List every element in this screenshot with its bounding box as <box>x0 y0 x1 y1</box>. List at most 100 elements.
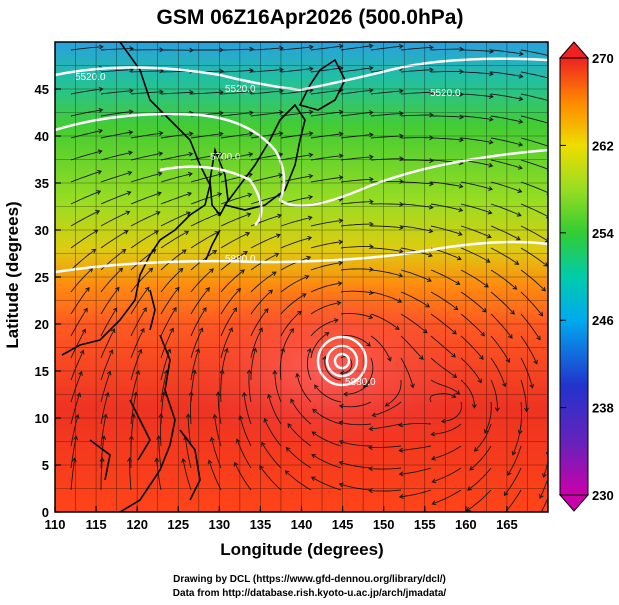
streamline <box>399 489 432 498</box>
x-axis-label: Longitude (degrees) <box>220 540 383 559</box>
streamline <box>130 192 162 205</box>
streamline <box>220 232 250 249</box>
colorbar-label: 238 <box>592 401 614 416</box>
streamline-arrowhead <box>178 267 184 273</box>
streamline-arrowhead <box>99 457 105 462</box>
streamline <box>310 45 343 51</box>
streamline <box>70 267 93 293</box>
streamline-arrowhead <box>398 422 404 428</box>
streamline <box>429 393 456 403</box>
streamline <box>490 269 517 290</box>
streamline-arrowhead <box>243 251 248 256</box>
streamline <box>400 269 432 282</box>
streamline <box>543 459 548 478</box>
streamline-arrowhead <box>398 447 404 453</box>
streamline-arrowhead <box>304 275 310 280</box>
streamline <box>310 319 338 337</box>
streamline-arrowhead <box>258 327 263 333</box>
streamline <box>400 357 414 388</box>
streamline <box>220 307 237 337</box>
streamline <box>512 423 522 455</box>
y-tick-label: 10 <box>35 411 49 426</box>
streamline <box>190 91 223 95</box>
streamline-arrowhead <box>339 370 345 376</box>
streamline <box>490 159 523 169</box>
streamline-arrowhead <box>157 171 163 177</box>
streamline-arrowhead <box>488 162 494 168</box>
streamline-arrowhead <box>422 328 428 334</box>
streamline <box>182 458 192 491</box>
streamline-arrowhead <box>548 99 552 103</box>
x-tick-label: 130 <box>208 517 230 532</box>
streamline <box>520 379 528 412</box>
streamline-arrowhead <box>83 307 88 313</box>
streamline-arrowhead <box>431 500 437 506</box>
streamline-arrowhead <box>287 423 292 428</box>
streamline <box>371 225 403 229</box>
streamline <box>100 414 107 447</box>
streamline <box>310 155 343 161</box>
streamline-arrowhead <box>369 266 374 272</box>
streamline <box>160 249 187 271</box>
streamline-arrowhead <box>248 131 254 137</box>
streamline-arrowhead <box>187 171 193 177</box>
streamline-arrowhead <box>128 109 134 115</box>
streamline <box>507 445 522 476</box>
streamline <box>280 68 313 73</box>
streamline-arrowhead <box>235 438 241 444</box>
streamline <box>520 137 548 147</box>
streamline <box>430 357 457 378</box>
plot-area: 5520.0 5520.0 5520.0 5700.0 5880.0 5880.… <box>55 42 553 512</box>
streamline <box>184 436 192 469</box>
streamline-arrowhead <box>284 470 290 475</box>
streamline <box>160 230 189 249</box>
streamline-arrowhead <box>118 267 124 273</box>
height-contours <box>55 57 548 387</box>
streamline <box>234 462 252 491</box>
streamline <box>460 335 484 360</box>
streamline <box>160 132 193 139</box>
x-tick-label: 125 <box>167 517 189 532</box>
streamline-arrowhead <box>429 112 434 118</box>
streamline-arrowhead <box>549 54 553 58</box>
streamline-arrowhead <box>399 156 404 162</box>
x-tick-label: 165 <box>496 517 518 532</box>
streamline <box>469 445 492 471</box>
streamline <box>399 467 432 475</box>
streamline-arrowhead <box>306 347 312 353</box>
streamline <box>400 225 433 232</box>
streamline-arrowhead <box>205 287 210 292</box>
streamline-arrowhead <box>484 283 489 288</box>
streamline-arrowhead <box>249 68 254 74</box>
streamline <box>187 414 192 447</box>
streamline-arrowhead <box>158 151 164 157</box>
colorbar-top-arrow <box>558 41 590 59</box>
streamline-arrowhead <box>384 402 390 407</box>
streamline <box>259 465 282 491</box>
streamline <box>208 460 222 491</box>
streamline <box>369 467 402 470</box>
streamline <box>190 391 192 425</box>
streamline-arrowhead <box>480 331 486 337</box>
streamline-arrowhead <box>130 413 136 418</box>
streamline <box>243 392 252 425</box>
y-tick-label: 35 <box>35 176 49 191</box>
streamline-arrowhead <box>338 260 344 266</box>
coastlines <box>61 42 346 512</box>
streamline-arrowhead <box>308 44 314 50</box>
streamline-arrowhead <box>548 76 552 80</box>
streamline-arrowhead <box>144 286 150 292</box>
streamline <box>460 93 493 98</box>
streamline-arrowhead <box>295 372 301 378</box>
streamline <box>340 178 373 183</box>
streamline-arrowhead <box>455 280 461 285</box>
streamline-arrowhead <box>451 352 456 358</box>
streamline-arrowhead <box>127 457 133 462</box>
streamline-arrowhead <box>246 369 252 374</box>
streamline-arrowhead <box>399 201 404 207</box>
streamline-arrowhead <box>140 327 145 333</box>
streamline <box>460 313 485 337</box>
streamline <box>100 371 111 403</box>
streamline-arrowhead <box>308 173 314 179</box>
streamline <box>400 91 434 95</box>
